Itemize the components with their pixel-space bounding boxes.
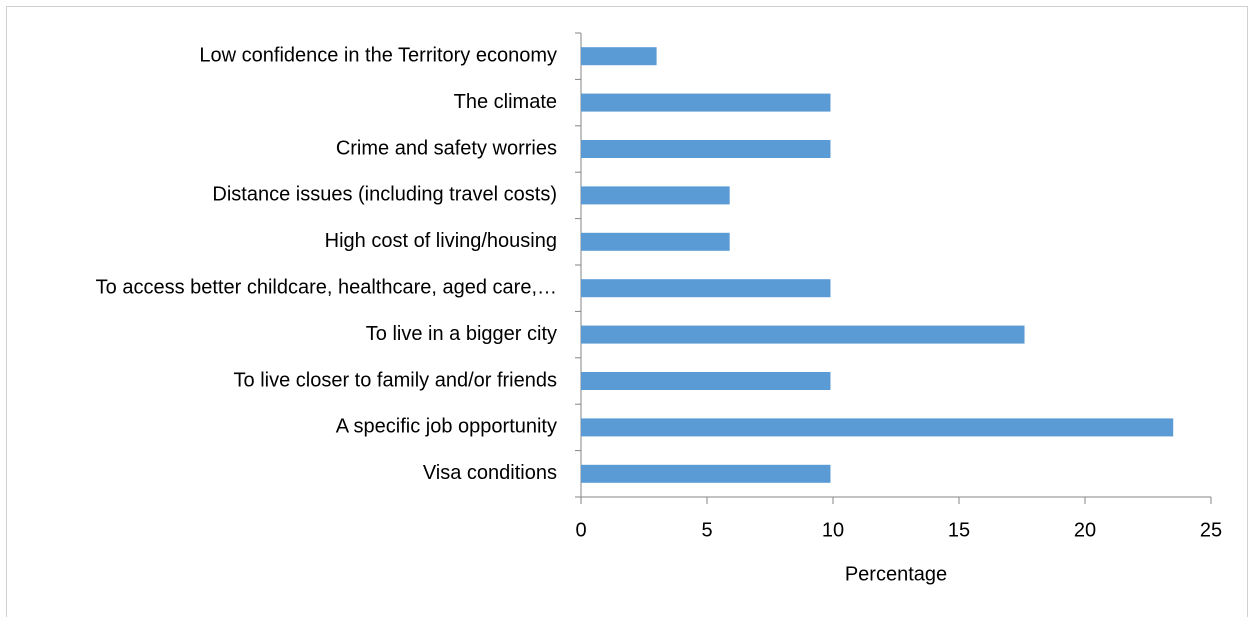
x-tick-label: 10 bbox=[822, 519, 844, 541]
bar bbox=[581, 418, 1174, 437]
y-tick-label: Visa conditions bbox=[423, 462, 557, 484]
x-tick-label: 20 bbox=[1074, 519, 1096, 541]
x-tick-label: 0 bbox=[575, 519, 586, 541]
bar bbox=[581, 93, 831, 112]
bar bbox=[581, 372, 831, 390]
y-tick-label: Distance issues (including travel costs) bbox=[212, 184, 557, 206]
y-tick-label: To live closer to family and/or friends bbox=[234, 369, 557, 391]
y-tick-label: Low confidence in the Territory economy bbox=[199, 44, 557, 66]
x-axis-title: Percentage bbox=[845, 563, 947, 585]
bar bbox=[581, 186, 730, 205]
x-tick-label: 15 bbox=[948, 519, 970, 541]
x-tick-label: 25 bbox=[1200, 519, 1222, 541]
bar bbox=[581, 140, 831, 158]
x-tick-label: 5 bbox=[701, 519, 712, 541]
y-tick-label: To access better childcare, healthcare, … bbox=[96, 276, 557, 298]
y-tick-label: Crime and safety worries bbox=[336, 137, 557, 159]
bar bbox=[581, 47, 657, 66]
bar bbox=[581, 464, 831, 483]
bar bbox=[581, 325, 1025, 344]
bar bbox=[581, 232, 730, 251]
y-tick-label: High cost of living/housing bbox=[325, 230, 557, 252]
y-tick-label: The climate bbox=[454, 91, 557, 113]
bar bbox=[581, 279, 831, 298]
y-tick-label: A specific job opportunity bbox=[336, 416, 557, 438]
y-tick-label: To live in a bigger city bbox=[366, 323, 557, 345]
